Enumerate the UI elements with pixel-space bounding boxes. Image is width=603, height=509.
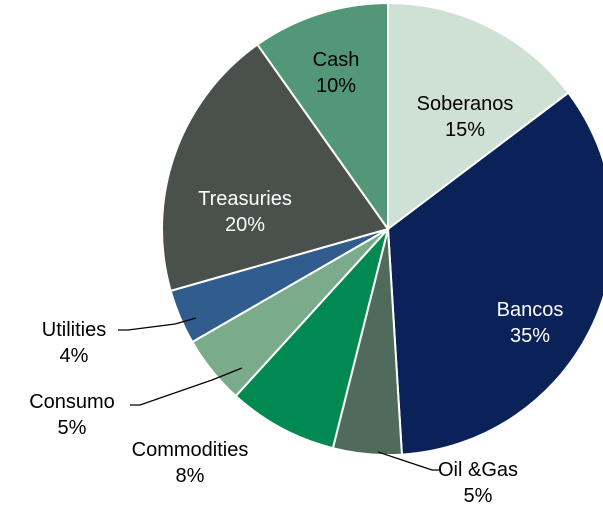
slice-value-cash: 10% [316,75,356,97]
pie-slices [161,1,603,456]
leader-lines [118,317,440,471]
pie-slice-commodities [234,228,389,450]
leader-line-oil-gas [377,451,440,471]
slice-name-treasuries: Treasuries [198,188,292,210]
slice-value-commodities: 8% [176,465,205,487]
slice-labels: Soberanos 15% Bancos 35% Oil &Gas 5% Commoditi… [29,49,563,507]
slice-name-utilities: Utilities [42,319,106,341]
leader-line-consumo [130,367,243,406]
slice-value-oil-gas: 5% [464,485,493,507]
slice-value-utilities: 4% [60,345,89,367]
leader-line-utilities [118,317,197,331]
slice-value-consumo: 5% [58,417,87,439]
slice-value-bancos: 35% [510,325,550,347]
slice-name-oil-gas: Oil &Gas [438,459,518,481]
pie-slice-soberanos [387,1,570,232]
pie-slice-bancos [386,91,603,456]
pie-slice-treasuries [161,43,390,293]
slice-name-consumo: Consumo [29,391,115,413]
slice-value-treasuries: 20% [225,214,265,236]
slice-name-soberanos: Soberanos [417,93,514,115]
pie-slice-cash [256,1,389,233]
slice-name-cash: Cash [313,49,360,71]
slice-name-commodities: Commodities [132,439,249,461]
slice-value-soberanos: 15% [445,119,485,141]
slice-name-bancos: Bancos [497,299,564,321]
